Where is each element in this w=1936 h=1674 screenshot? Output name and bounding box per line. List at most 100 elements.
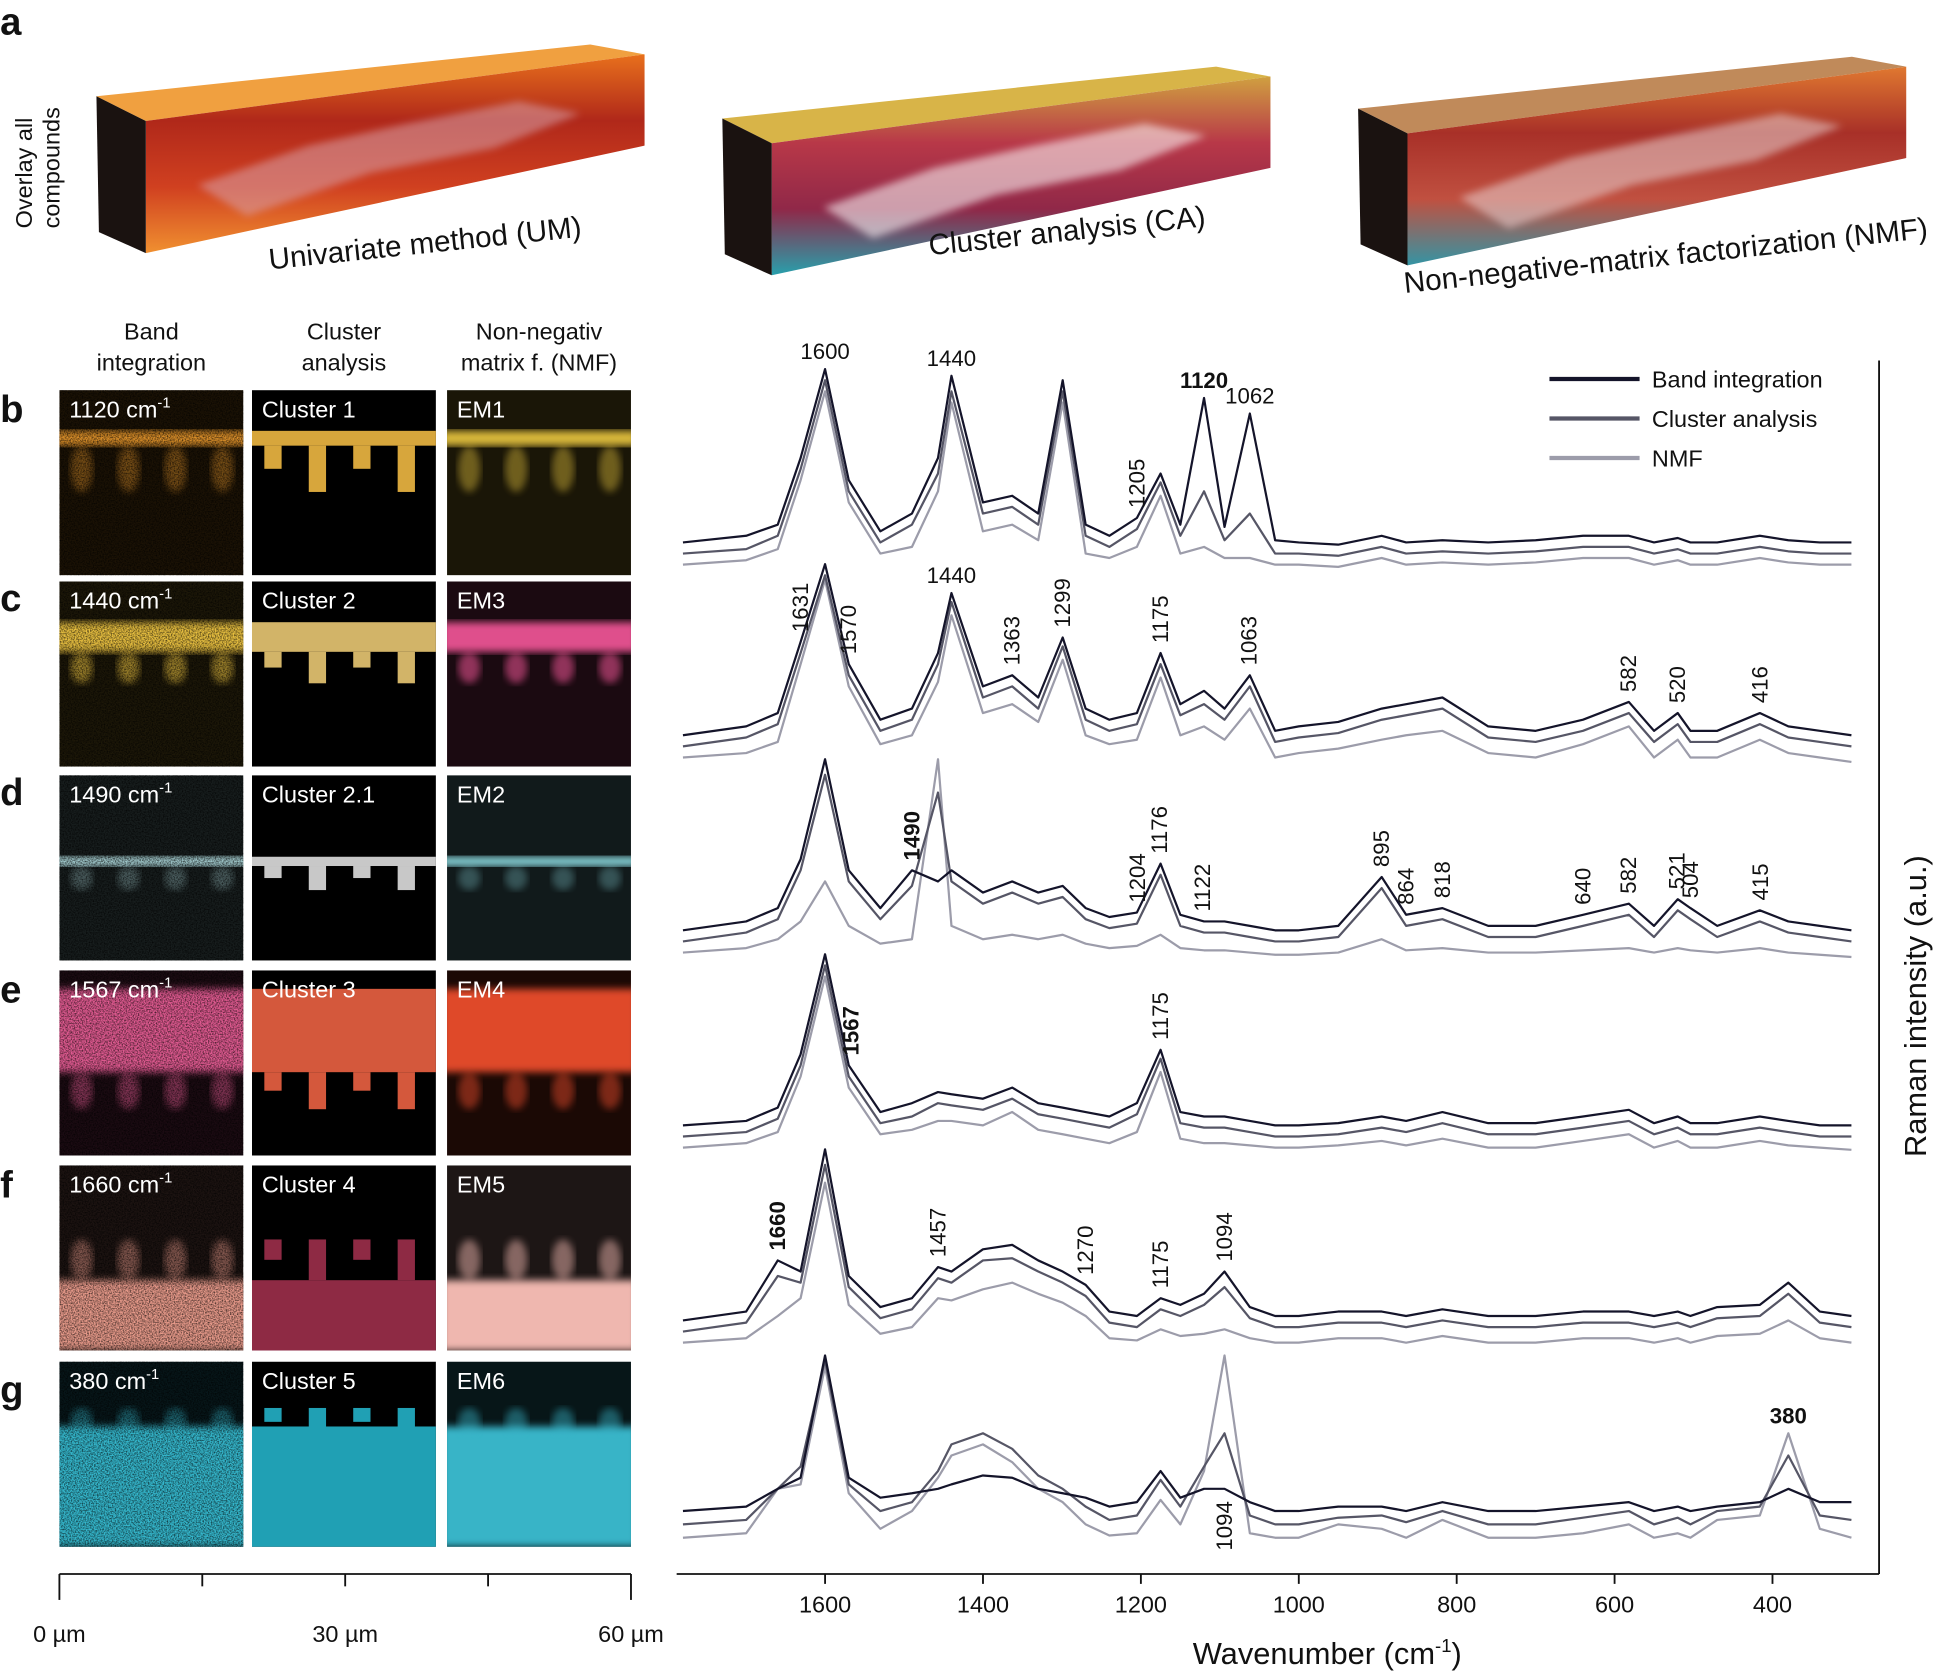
scale-bar-label: 0 µm [33,1621,86,1647]
cluster-region [264,1239,282,1260]
column-header-line: Band [124,318,179,344]
peak-label: 1204 [1125,853,1150,902]
image-label-text: 380 cm [69,1368,146,1394]
intensity-band [447,1280,631,1351]
cluster-region [397,1239,415,1281]
noise [59,970,244,1156]
cluster-region [251,988,436,1073]
cluster-region [264,651,282,668]
peak-label: 415 [1748,863,1773,900]
cluster-region [353,651,371,668]
scale-bar-label: 30 µm [312,1621,378,1647]
image-label-sup: -1 [146,1367,159,1383]
image-label-text: 1490 cm [69,781,159,807]
column-header-line: analysis [302,349,387,375]
block-inner [823,123,1207,239]
image-label-sup: -1 [159,781,172,797]
map-image [447,970,631,1156]
intensity-band [447,430,631,446]
image-label: Cluster 3 [262,976,356,1002]
image-bg [447,775,631,961]
x-axis-label-text: Wavenumber (cm [1193,1636,1435,1671]
intensity-band [447,1426,631,1547]
cluster-region [308,445,327,492]
intensity-arch [458,1072,481,1110]
row-letter: e [0,968,21,1011]
peak-label: 1490 [899,811,924,860]
intensity-band [447,988,631,1073]
intensity-arch [458,1407,481,1436]
image-label-sup: -1 [159,976,172,992]
peak-label: 1205 [1124,459,1149,508]
intensity-arch [505,445,528,492]
peak-label: 1176 [1147,806,1172,854]
intensity-arch [598,651,622,684]
peak-label: 1660 [765,1201,790,1250]
peak-label: 1120 [1180,368,1228,393]
map-image [59,1361,244,1547]
row-letter: g [0,1368,23,1411]
peak-label: 1094 [1212,1501,1237,1550]
image-label: 1440 cm-1 [69,587,172,614]
spectrum-line [682,758,1852,932]
legend-label: Band integration [1652,367,1823,393]
peak-label: 1440 [927,346,976,371]
peak-label: 640 [1570,868,1595,905]
image-label: EM1 [457,396,505,422]
peak-label: 1440 [927,563,976,588]
block-end [722,118,772,276]
spectrum-line [682,1354,1852,1513]
image-background-glow [447,775,631,961]
peak-label: 1457 [925,1208,950,1257]
x-tick-label: 1200 [1115,1591,1167,1617]
peak-label: 1063 [1236,616,1261,665]
peak-label: 1631 [788,583,813,632]
image-label-text: EM2 [457,781,505,807]
spectrum-line [682,1354,1852,1539]
column-header-line: Cluster [307,318,381,344]
map-image [59,775,244,961]
intensity-arch [551,651,575,684]
noise [59,581,244,767]
image-label-text: 1440 cm [69,588,159,614]
intensity-arch [551,1072,575,1110]
image-label-text: EM4 [457,976,505,1002]
row-letter: c [0,577,21,620]
intensity-arch [598,866,622,891]
map-image [251,1361,436,1547]
cluster-region [397,651,415,684]
peak-label: 1270 [1073,1226,1098,1275]
image-label: Cluster 1 [262,396,356,422]
intensity-arch [598,1239,622,1281]
image-label: 1490 cm-1 [69,781,172,808]
block-top [1358,56,1907,134]
map-image [447,1361,631,1547]
panel-letter: a [0,1,22,44]
cluster-region [264,866,282,879]
intensity-arch [505,1407,528,1436]
spectrum-line [682,368,1852,546]
image-background-glow [447,581,631,767]
image-background-glow [447,1165,631,1351]
image-label-text: EM6 [457,1368,505,1394]
x-axis-label-text: ) [1452,1636,1462,1671]
block-top [96,44,645,121]
image-label: EM4 [457,976,505,1002]
spectrum-line [682,773,1852,943]
spectrum-line [682,953,1852,1127]
image-label-sup: -1 [159,587,172,603]
column-header: Non-negativ matrix f. (NMF) [461,318,617,375]
image-label-text: 1660 cm [69,1172,159,1198]
noise [59,390,244,576]
image-label-sup: -1 [157,395,170,411]
block-top [722,66,1271,144]
peak-label: 1570 [836,605,861,654]
spectrum-line [682,1358,1852,1526]
peak-label: 1094 [1212,1212,1237,1261]
image-label: EM2 [457,781,505,807]
cluster-region [397,445,415,492]
peak-label: 416 [1747,666,1772,703]
side-label-line: Overlay all [11,118,37,229]
image-label: Cluster 2 [262,588,356,614]
